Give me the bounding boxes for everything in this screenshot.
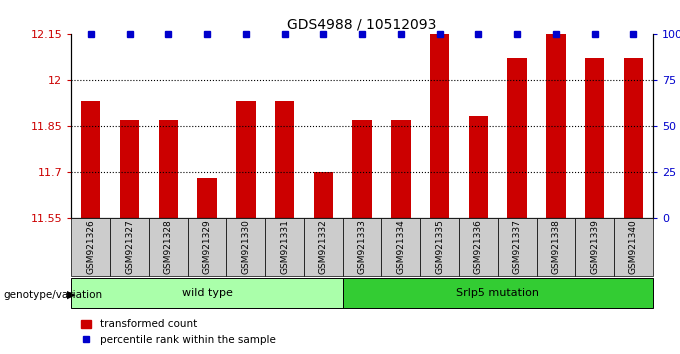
Bar (120, 120, 139, 218)
Text: GSM921337: GSM921337 (513, 219, 522, 274)
Text: genotype/variation: genotype/variation (3, 290, 103, 299)
Text: GSM921340: GSM921340 (629, 219, 638, 274)
Bar (546, 9, 566, 218)
Text: GSM921327: GSM921327 (125, 219, 134, 274)
Bar (498, 218, 537, 276)
Bar (343, 278, 653, 308)
Bar (469, 116, 488, 218)
Text: GSM921326: GSM921326 (86, 219, 95, 274)
Text: GSM921339: GSM921339 (590, 219, 599, 274)
Bar (236, 101, 256, 218)
Bar (352, 120, 372, 218)
Text: GSM921333: GSM921333 (358, 219, 367, 274)
Text: ▶: ▶ (67, 290, 75, 299)
Bar (197, 178, 217, 218)
Bar (304, 218, 343, 276)
Text: GSM921330: GSM921330 (241, 219, 250, 274)
Bar (459, 218, 498, 276)
Bar (614, 218, 653, 276)
Bar (71, 218, 110, 276)
Bar (537, 218, 575, 276)
Text: GSM921335: GSM921335 (435, 219, 444, 274)
Text: GSM921329: GSM921329 (203, 219, 211, 274)
Legend: transformed count, percentile rank within the sample: transformed count, percentile rank withi… (77, 315, 279, 349)
Bar (507, 58, 527, 218)
Text: Srlp5 mutation: Srlp5 mutation (456, 288, 539, 298)
Bar (420, 218, 459, 276)
Bar (275, 101, 294, 218)
Text: GSM921334: GSM921334 (396, 219, 405, 274)
Bar (81, 101, 101, 218)
Bar (71, 278, 343, 308)
Bar (188, 218, 226, 276)
Bar (313, 172, 333, 218)
Text: wild type: wild type (182, 288, 233, 298)
Bar (158, 120, 178, 218)
Bar (575, 218, 614, 276)
Bar (624, 58, 643, 218)
Bar (381, 218, 420, 276)
Text: GSM921328: GSM921328 (164, 219, 173, 274)
Text: GSM921338: GSM921338 (551, 219, 560, 274)
Bar (149, 218, 188, 276)
Bar (343, 218, 381, 276)
Text: GSM921336: GSM921336 (474, 219, 483, 274)
Text: GSM921331: GSM921331 (280, 219, 289, 274)
Bar (226, 218, 265, 276)
Title: GDS4988 / 10512093: GDS4988 / 10512093 (288, 17, 437, 31)
Text: GSM921332: GSM921332 (319, 219, 328, 274)
Bar (110, 218, 149, 276)
Bar (585, 58, 605, 218)
Bar (265, 218, 304, 276)
Bar (391, 120, 411, 218)
Bar (430, 34, 449, 218)
